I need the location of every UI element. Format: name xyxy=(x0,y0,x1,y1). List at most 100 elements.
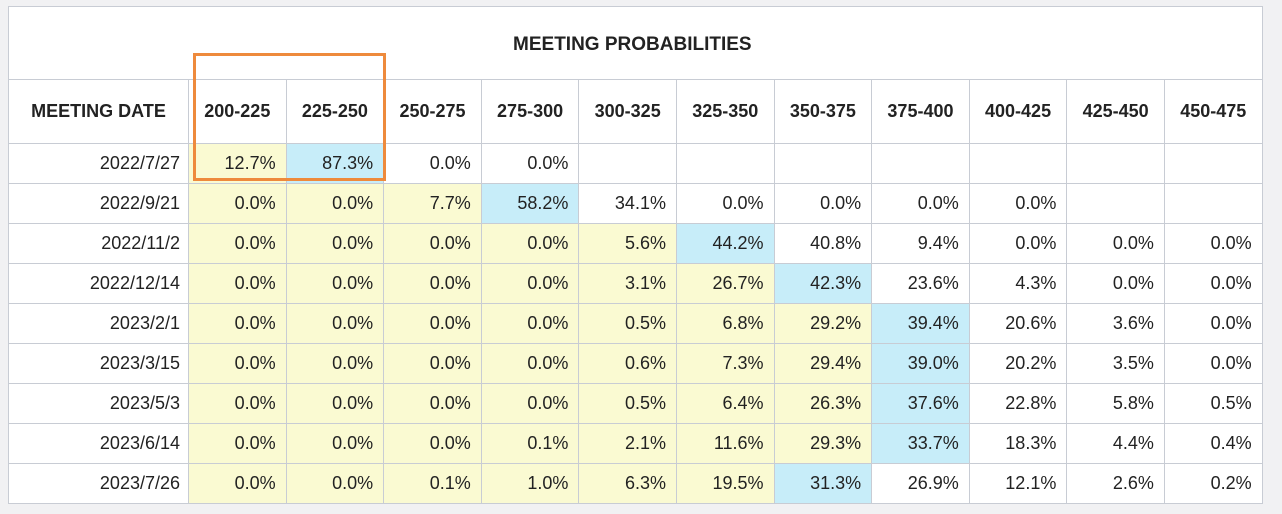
probability-cell: 0.0% xyxy=(285,183,385,224)
meeting-probabilities-table: MEETING PROBABILITIES MEETING DATE 200-2… xyxy=(8,6,1263,504)
probability-cell xyxy=(1163,183,1263,224)
meeting-date-cell: 2023/5/3 xyxy=(8,383,189,424)
probability-cell: 20.6% xyxy=(968,303,1068,344)
probability-cell: 0.5% xyxy=(578,303,677,344)
probability-cell: 0.0% xyxy=(480,383,580,424)
probability-cell: 29.4% xyxy=(773,343,873,384)
probability-cell: 0.0% xyxy=(773,183,873,224)
probability-cell: 6.4% xyxy=(675,383,775,424)
probability-cell: 0.0% xyxy=(188,263,287,304)
probability-cell: 33.7% xyxy=(871,423,970,464)
probability-cell: 0.0% xyxy=(383,383,482,424)
probability-cell: 0.0% xyxy=(188,423,287,464)
probability-cell: 0.0% xyxy=(383,343,482,384)
probability-cell: 0.6% xyxy=(578,343,677,384)
probability-cell: 22.8% xyxy=(968,383,1068,424)
probability-cell: 0.0% xyxy=(1163,223,1263,264)
probability-cell: 0.0% xyxy=(383,263,482,304)
probability-cell: 0.1% xyxy=(383,463,482,504)
probability-cell: 0.0% xyxy=(188,343,287,384)
probability-cell: 11.6% xyxy=(675,423,775,464)
probability-cell: 0.0% xyxy=(1163,343,1263,384)
probability-cell: 0.0% xyxy=(480,223,580,264)
table-title: MEETING PROBABILITIES xyxy=(8,6,1263,80)
table-row: 2023/5/3 0.0% 0.0% 0.0% 0.0% 0.5% 6.4% 26.3% 37.… xyxy=(8,383,1263,424)
rate-bin-header: 425-450 xyxy=(1066,79,1165,144)
probability-cell: 18.3% xyxy=(968,423,1068,464)
probability-cell: 26.9% xyxy=(871,463,970,504)
rate-bin-header: 275-300 xyxy=(480,79,580,144)
probability-cell: 0.5% xyxy=(1163,383,1263,424)
probability-cell: 20.2% xyxy=(968,343,1068,384)
probability-cell xyxy=(1066,143,1165,184)
probability-cell: 39.0% xyxy=(871,343,970,384)
probability-cell xyxy=(773,143,873,184)
probability-cell: 0.4% xyxy=(1163,423,1263,464)
probability-cell: 19.5% xyxy=(675,463,775,504)
probability-cell: 3.6% xyxy=(1066,303,1165,344)
probability-cell: 0.0% xyxy=(188,303,287,344)
probability-cell xyxy=(578,143,677,184)
probability-cell: 0.0% xyxy=(285,343,385,384)
probability-cell: 0.0% xyxy=(480,143,580,184)
probability-cell: 7.7% xyxy=(383,183,482,224)
probability-cell: 0.0% xyxy=(285,463,385,504)
probability-cell xyxy=(675,143,775,184)
probability-cell: 7.3% xyxy=(675,343,775,384)
probability-cell: 42.3% xyxy=(773,263,873,304)
probability-cell: 0.0% xyxy=(285,223,385,264)
probability-cell: 12.1% xyxy=(968,463,1068,504)
meeting-date-cell: 2022/7/27 xyxy=(8,143,189,184)
rate-bin-header: 350-375 xyxy=(773,79,873,144)
probability-cell: 4.3% xyxy=(968,263,1068,304)
probability-cell: 0.0% xyxy=(383,423,482,464)
probability-cell: 0.5% xyxy=(578,383,677,424)
probability-cell: 29.3% xyxy=(773,423,873,464)
probability-cell: 58.2% xyxy=(480,183,580,224)
probability-cell: 26.3% xyxy=(773,383,873,424)
probability-cell: 0.0% xyxy=(675,183,775,224)
probability-cell: 5.8% xyxy=(1066,383,1165,424)
table-row: 2022/9/21 0.0% 0.0% 7.7% 58.2% 34.1% 0.0% 0.0% 0… xyxy=(8,183,1263,224)
rate-bin-header: 250-275 xyxy=(383,79,482,144)
probability-cell: 0.0% xyxy=(383,223,482,264)
probability-cell: 0.0% xyxy=(383,143,482,184)
probability-cell xyxy=(871,143,970,184)
probability-cell: 0.0% xyxy=(1163,303,1263,344)
meeting-date-cell: 2023/2/1 xyxy=(8,303,189,344)
probability-cell: 3.5% xyxy=(1066,343,1165,384)
probability-cell: 6.8% xyxy=(675,303,775,344)
meeting-date-cell: 2022/11/2 xyxy=(8,223,189,264)
probability-cell: 0.0% xyxy=(480,303,580,344)
probability-cell: 0.0% xyxy=(1066,223,1165,264)
probability-cell: 3.1% xyxy=(578,263,677,304)
probability-cell: 29.2% xyxy=(773,303,873,344)
probability-cell: 34.1% xyxy=(578,183,677,224)
probability-cell: 0.0% xyxy=(285,263,385,304)
probability-cell: 31.3% xyxy=(773,463,873,504)
table-row: 2023/6/14 0.0% 0.0% 0.0% 0.1% 2.1% 11.6% 29.3% 3… xyxy=(8,423,1263,464)
probability-cell: 39.4% xyxy=(871,303,970,344)
probability-cell: 0.0% xyxy=(188,183,287,224)
probability-cell: 0.0% xyxy=(188,223,287,264)
table-row: 2023/7/26 0.0% 0.0% 0.1% 1.0% 6.3% 19.5% 31.3% 2… xyxy=(8,463,1263,504)
probability-cell: 9.4% xyxy=(871,223,970,264)
probability-cell: 0.0% xyxy=(285,423,385,464)
probability-cell: 0.0% xyxy=(383,303,482,344)
meeting-date-header: MEETING DATE xyxy=(8,79,189,144)
probability-cell xyxy=(968,143,1068,184)
rate-bin-header: 375-400 xyxy=(871,79,970,144)
rate-bin-header: 225-250 xyxy=(285,79,385,144)
probability-cell: 5.6% xyxy=(578,223,677,264)
probability-cell: 0.0% xyxy=(188,383,287,424)
probability-cell: 0.2% xyxy=(1163,463,1263,504)
probability-cell: 0.0% xyxy=(188,463,287,504)
meeting-date-cell: 2022/9/21 xyxy=(8,183,189,224)
rate-bin-header: 400-425 xyxy=(968,79,1068,144)
table-row: 2022/11/2 0.0% 0.0% 0.0% 0.0% 5.6% 44.2% 40.8% 9… xyxy=(8,223,1263,264)
probability-cell: 87.3% xyxy=(285,143,385,184)
probability-cell: 2.1% xyxy=(578,423,677,464)
table-header-row: MEETING DATE 200-225 225-250 250-275 275-30… xyxy=(8,79,1263,144)
probability-cell: 2.6% xyxy=(1066,463,1165,504)
probability-cell xyxy=(1163,143,1263,184)
